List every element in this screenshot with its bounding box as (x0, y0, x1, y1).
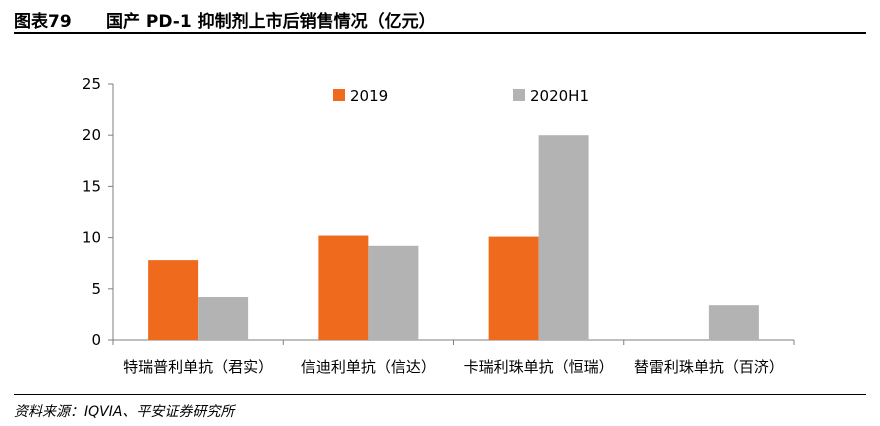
figure-label: 图表79 (14, 12, 72, 32)
bar (488, 236, 539, 340)
x-category-label: 特瑞普利单抗（君实） (123, 358, 273, 376)
legend-label: 2019 (350, 87, 388, 105)
bar (368, 245, 419, 340)
bar (538, 135, 589, 340)
figure-header: 图表79 国产 PD-1 抑制剂上市后销售情况（亿元） (14, 4, 866, 34)
y-tick-label: 5 (91, 280, 101, 298)
y-tick-label: 20 (82, 126, 101, 144)
figure-footer: 资料来源：IQVIA、平安证券研究所 (14, 394, 866, 420)
y-tick-label: 0 (91, 331, 101, 349)
x-category-label: 替雷利珠单抗（百济） (634, 358, 784, 376)
x-category-label: 卡瑞利珠单抗（恒瑞） (464, 358, 614, 376)
bar (198, 296, 249, 340)
bar (318, 235, 369, 340)
legend-swatch (333, 89, 345, 101)
bar (148, 260, 199, 340)
legend-label: 2020H1 (530, 87, 589, 105)
y-tick-label: 25 (82, 75, 101, 93)
y-tick-label: 15 (82, 177, 101, 195)
y-tick-label: 10 (82, 229, 101, 247)
source-note: 资料来源：IQVIA、平安证券研究所 (14, 404, 235, 420)
bar-chart: 0 5 10 15 20 25 特瑞普利单抗（君实） 信迪利单抗（信达） 卡瑞利珠单抗（恒瑞） 替… (82, 75, 795, 376)
x-category-label: 信迪利单抗（信达） (301, 358, 436, 376)
figure-title: 国产 PD-1 抑制剂上市后销售情况（亿元） (106, 12, 436, 32)
legend-swatch (513, 89, 525, 101)
bar (708, 305, 759, 340)
